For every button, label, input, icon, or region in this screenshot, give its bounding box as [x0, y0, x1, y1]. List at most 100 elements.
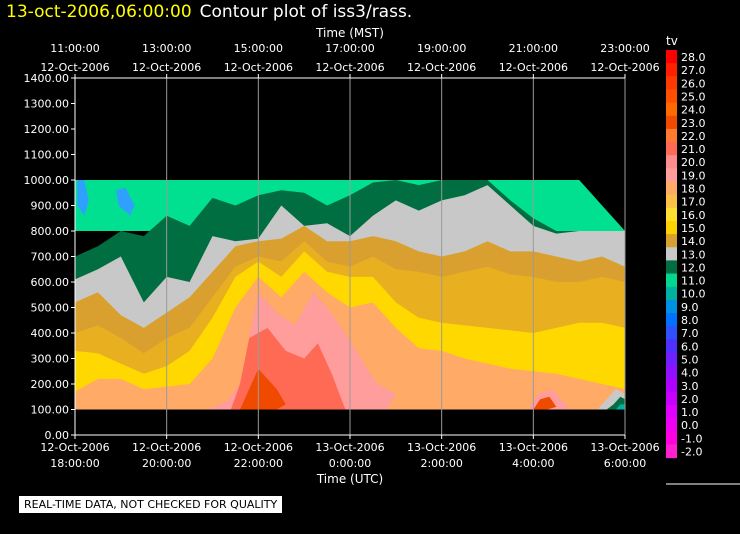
top-tick-date: 12-Oct-2006: [407, 61, 476, 74]
colorbar-level-label: 25.0: [681, 90, 706, 103]
colorbar-level-label: 8.0: [681, 314, 699, 327]
top-tick-time: 23:00:00: [600, 42, 649, 55]
colorbar-label: tv: [666, 34, 678, 48]
bottom-tick-time: 20:00:00: [142, 457, 191, 470]
contour-region-15: [77, 180, 89, 216]
colorbar-swatch: [666, 405, 677, 419]
top-tick-time: 21:00:00: [509, 42, 558, 55]
colorbar-level-label: 15.0: [681, 222, 706, 235]
colorbar-level-label: 28.0: [681, 51, 706, 64]
colorbar-swatch: [666, 418, 677, 432]
y-tick-label: 800.00: [31, 225, 70, 238]
top-tick-time: 17:00:00: [325, 42, 374, 55]
colorbar-swatch: [666, 50, 677, 64]
colorbar-swatch: [666, 365, 677, 380]
top-tick-time: 11:00:00: [50, 42, 99, 55]
colorbar-swatch: [666, 352, 677, 367]
colorbar-swatch: [666, 76, 677, 90]
colorbar-swatch: [666, 391, 677, 406]
colorbar-level-label: 0.0: [681, 419, 699, 432]
y-tick-label: 700.00: [31, 251, 70, 264]
colorbar-level-label: 18.0: [681, 183, 706, 196]
colorbar-swatch: [666, 102, 677, 117]
top-tick-date: 12-Oct-2006: [132, 61, 201, 74]
top-tick-date: 12-Oct-2006: [499, 61, 568, 74]
colorbar-level-label: 11.0: [681, 275, 706, 288]
bottom-tick-date: 12-Oct-2006: [224, 441, 293, 454]
colorbar-level-label: 9.0: [681, 301, 699, 314]
bottom-tick-date: 12-Oct-2006: [132, 441, 201, 454]
colorbar-level-label: 22.0: [681, 130, 706, 143]
y-tick-label: 100.00: [31, 404, 70, 417]
colorbar-swatch: [666, 63, 677, 77]
colorbar-level-label: 21.0: [681, 143, 706, 156]
colorbar-level-label: 13.0: [681, 248, 706, 261]
colorbar-swatch: [666, 155, 677, 169]
bottom-tick-date: 13-Oct-2006: [407, 441, 476, 454]
colorbar-level-label: 1.0: [681, 406, 699, 419]
colorbar-swatch: [666, 142, 677, 156]
colorbar-swatch: [666, 115, 677, 130]
colorbar-swatch: [666, 207, 677, 222]
colorbar-level-label: 6.0: [681, 340, 699, 353]
colorbar-swatch: [666, 128, 677, 143]
y-tick-label: 1100.00: [24, 149, 70, 162]
colorbar-swatch: [666, 299, 677, 314]
contour-region-16: [116, 187, 135, 216]
colorbar-level-label: 26.0: [681, 77, 706, 90]
title-text: Contour plot of iss3/rass.: [199, 2, 413, 22]
colorbar-level-label: 17.0: [681, 196, 706, 209]
colorbar-level-label: -2.0: [681, 446, 702, 459]
bottom-tick-date: 13-Oct-2006: [315, 441, 384, 454]
colorbar-level-label: 14.0: [681, 235, 706, 248]
colorbar-level-label: 16.0: [681, 209, 706, 222]
bottom-tick-date: 13-Oct-2006: [499, 441, 568, 454]
bottom-tick-time: 4:00:00: [512, 457, 554, 470]
quality-note: REAL-TIME DATA, NOT CHECKED FOR QUALITY: [19, 496, 283, 513]
bottom-axis-label: Time (UTC): [316, 472, 383, 486]
colorbar-swatch: [666, 234, 677, 248]
colorbar-level-label: 4.0: [681, 367, 699, 380]
colorbar-swatch: [666, 247, 677, 261]
colorbar-swatch: [666, 313, 677, 327]
y-tick-label: 1400.00: [24, 72, 70, 85]
y-tick-label: 1200.00: [24, 123, 70, 136]
colorbar-level-label: 27.0: [681, 64, 706, 77]
contour-region-14: [615, 404, 625, 410]
colorbar-level-label: 23.0: [681, 117, 706, 130]
y-tick-label: 300.00: [31, 353, 70, 366]
top-tick-date: 12-Oct-2006: [315, 61, 384, 74]
colorbar-swatch: [666, 220, 677, 235]
y-tick-label: 0.00: [45, 429, 70, 442]
colorbar-swatch: [666, 286, 677, 301]
colorbar-level-label: 12.0: [681, 261, 706, 274]
colorbar-swatch: [666, 431, 677, 445]
top-tick-date: 12-Oct-2006: [590, 61, 659, 74]
contour-region-9: [240, 368, 286, 410]
top-tick-date: 12-Oct-2006: [40, 61, 109, 74]
y-tick-label: 600.00: [31, 276, 70, 289]
contour-region-11: [533, 396, 557, 410]
y-tick-label: 900.00: [31, 200, 70, 213]
top-tick-date: 12-Oct-2006: [224, 61, 293, 74]
colorbar-swatch: [666, 260, 677, 275]
bottom-tick-date: 12-Oct-2006: [40, 441, 109, 454]
bottom-tick-time: 0:00:00: [329, 457, 371, 470]
title-timestamp: 13-oct-2006,06:00:00: [6, 2, 192, 22]
colorbar-swatch: [666, 194, 677, 209]
top-axis-label: Time (MST): [315, 26, 384, 40]
colorbar-level-label: 10.0: [681, 288, 706, 301]
y-tick-label: 1300.00: [24, 98, 70, 111]
colorbar-swatch: [666, 181, 677, 196]
bottom-tick-time: 2:00:00: [420, 457, 462, 470]
colorbar-swatch: [666, 378, 677, 393]
bottom-tick-time: 22:00:00: [234, 457, 283, 470]
y-tick-label: 200.00: [31, 378, 70, 391]
top-tick-time: 15:00:00: [234, 42, 283, 55]
top-tick-time: 13:00:00: [142, 42, 191, 55]
top-tick-time: 19:00:00: [417, 42, 466, 55]
bottom-tick-time: 6:00:00: [604, 457, 646, 470]
colorbar-level-label: 20.0: [681, 156, 706, 169]
colorbar-swatch: [666, 273, 677, 288]
colorbar-swatch: [666, 444, 677, 459]
